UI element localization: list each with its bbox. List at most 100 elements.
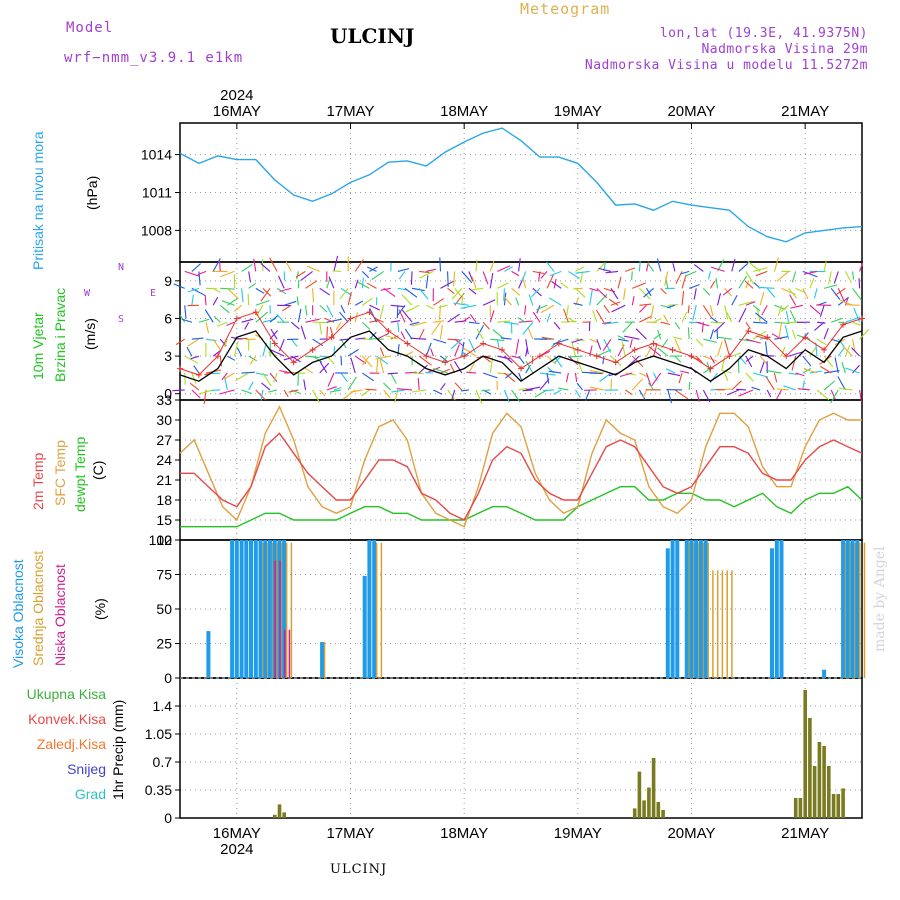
wind-barb [791, 271, 797, 283]
wind-barb [624, 389, 633, 396]
wind-barb [187, 338, 200, 347]
wind-barb [688, 381, 691, 391]
wind-barb [747, 260, 761, 272]
wind-barb [673, 336, 683, 340]
ytick-label-wind: 0 [164, 386, 172, 402]
wind-barb [518, 355, 525, 365]
wind-barb [776, 389, 782, 400]
wind-barb [851, 271, 855, 280]
wind-barb [369, 266, 378, 272]
wind-barb [366, 282, 377, 289]
wind-barb [823, 284, 838, 289]
wind-barb [504, 355, 513, 364]
wind-barb [324, 317, 335, 323]
wind-barb [731, 258, 736, 272]
wind-barb [212, 258, 221, 272]
wind-barb [639, 287, 651, 300]
wind-barb [211, 372, 221, 375]
wind-barb [226, 321, 235, 326]
wind-barb [235, 372, 249, 382]
wind-barb [439, 325, 443, 340]
wind-barb [813, 288, 818, 299]
wind-barb [305, 280, 318, 289]
wind-barb [525, 360, 534, 374]
wind-barb [204, 309, 214, 323]
wind-gust-marker [177, 365, 183, 372]
wind-barb [306, 265, 320, 272]
wind-barb [667, 389, 673, 404]
wind-barb [521, 271, 527, 282]
wind-gust-marker [252, 309, 259, 316]
wind-barb [738, 275, 748, 289]
wind-barb [635, 328, 647, 340]
wind-barb [497, 320, 511, 323]
wind-barb [617, 276, 622, 289]
ytick-label-pressure: 1008 [141, 222, 172, 238]
wind-barb [369, 320, 379, 323]
wind-barb [653, 318, 662, 323]
wind-barb [517, 317, 527, 323]
wind-barb [291, 389, 301, 395]
wind-barb [312, 389, 320, 403]
wind-barb [327, 372, 335, 387]
wind-barb [797, 388, 810, 391]
wind-barb [532, 287, 542, 297]
wind-barb [227, 298, 238, 306]
wind-barb [333, 255, 339, 272]
wind-barb [558, 387, 569, 391]
wind-barb [546, 261, 555, 272]
wind-barb [181, 318, 193, 323]
ytick-label-precip: 1.05 [145, 726, 172, 742]
wind-barb [789, 294, 797, 306]
wind-barb [573, 287, 583, 290]
wind-barb [227, 355, 236, 361]
wind-barb [419, 270, 430, 274]
station-title: ULCINJ [330, 24, 415, 48]
wind-barb [396, 388, 413, 391]
wind-barb [452, 271, 456, 287]
wind-barb [173, 283, 185, 289]
wind-gust-marker [499, 346, 506, 353]
wind-barb [710, 321, 724, 324]
wind-barb [823, 259, 827, 272]
wind-barb [566, 305, 569, 317]
model-name: wrf−nmm_v3.9.1 e1km [64, 50, 244, 66]
cloud-high-bar [263, 540, 268, 678]
wind-barb [684, 270, 697, 277]
wind-barb [197, 270, 207, 276]
wind-barb [270, 349, 285, 357]
wind-barb [355, 337, 366, 340]
wind-barb [213, 315, 221, 323]
model-elevation-text: Nadmorska Visina u modelu 11.5272m [584, 58, 868, 73]
wind-barb [709, 280, 716, 289]
wind-barb [476, 328, 484, 340]
wind-barb [219, 304, 230, 314]
wind-barb [833, 271, 839, 284]
wind-barb [328, 276, 335, 289]
wind-gust-marker [821, 346, 828, 353]
wind-barb [802, 270, 818, 278]
wind-barb [657, 329, 662, 340]
wind-barb [255, 287, 265, 294]
wind-barb [248, 271, 252, 283]
day-label-bottom: 16MAY [213, 825, 261, 842]
wind-barb [233, 304, 242, 312]
wind-barb [814, 321, 825, 331]
wind-barb [831, 317, 843, 323]
wind-barb [447, 287, 455, 295]
wind-barb [751, 386, 761, 391]
ytick-label-temp: 15 [156, 512, 172, 528]
wind-barb [269, 257, 278, 272]
cloud-high-bar [258, 540, 263, 678]
wind-barb [738, 300, 753, 306]
cloud-high-bar [699, 540, 703, 678]
wind-barb [295, 270, 306, 278]
wind-barb [472, 287, 484, 291]
wind-barb [339, 311, 349, 323]
wind-barb [430, 348, 434, 357]
day-labels: 16MAY 16MAY 17MAY 17MAY 18MAY 18MAY 19MAY 19MAY… [213, 87, 829, 858]
cloud-high-bar [206, 631, 211, 678]
wind-barb [524, 305, 527, 315]
wind-barb [505, 372, 512, 379]
wind-barb [191, 337, 204, 340]
